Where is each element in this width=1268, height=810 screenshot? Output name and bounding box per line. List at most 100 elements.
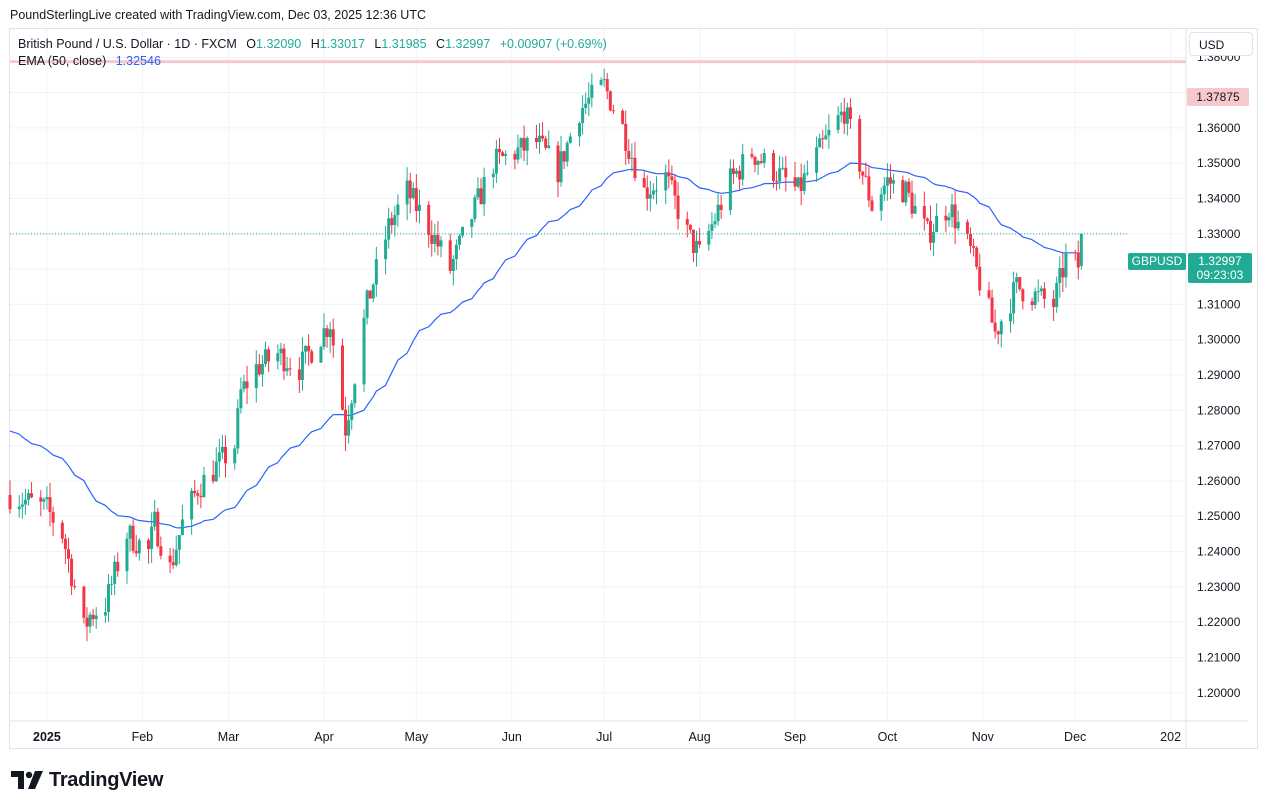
candle-body bbox=[864, 175, 868, 177]
candle-up bbox=[174, 535, 178, 567]
candle-down bbox=[211, 460, 215, 484]
candle-body bbox=[965, 221, 969, 234]
candle-down bbox=[414, 174, 418, 223]
tradingview-logo[interactable]: TradingView bbox=[11, 768, 163, 792]
candle-body bbox=[642, 177, 646, 188]
candle-body bbox=[845, 107, 849, 124]
candle-up bbox=[590, 73, 594, 108]
candle-body bbox=[667, 172, 671, 177]
x-tick-label: Jun bbox=[502, 730, 522, 744]
candle-body bbox=[473, 197, 477, 220]
currency-button[interactable]: USD bbox=[1189, 32, 1253, 56]
candle-body bbox=[91, 614, 95, 620]
candle-body bbox=[384, 239, 388, 260]
candle-up bbox=[470, 218, 474, 238]
candle-body bbox=[738, 170, 742, 180]
candle-body bbox=[695, 240, 699, 253]
candle-body bbox=[544, 138, 548, 148]
candle-up bbox=[103, 597, 107, 623]
candle-down bbox=[907, 178, 911, 198]
candle-body bbox=[608, 91, 612, 111]
candle-down bbox=[1061, 252, 1065, 293]
candle-down bbox=[497, 137, 501, 164]
candle-down bbox=[257, 353, 261, 377]
candle-body bbox=[815, 147, 819, 173]
chart-frame[interactable] bbox=[9, 28, 1258, 749]
candle-body bbox=[879, 194, 883, 211]
candle-down bbox=[63, 533, 67, 565]
candle-down bbox=[775, 171, 779, 191]
x-tick-label: Nov bbox=[972, 730, 995, 744]
candle-body bbox=[30, 493, 34, 498]
candle-down bbox=[858, 115, 862, 179]
candle-up bbox=[405, 167, 409, 221]
tradingview-logo-text: TradingView bbox=[49, 768, 164, 791]
candle-up bbox=[1079, 233, 1083, 270]
candle-up bbox=[177, 535, 181, 565]
x-tick-label: Aug bbox=[688, 730, 710, 744]
candle-up bbox=[439, 236, 443, 258]
candle-body bbox=[901, 180, 905, 203]
candle-body bbox=[264, 349, 268, 364]
candle-down bbox=[171, 548, 175, 569]
candle-body bbox=[147, 540, 151, 549]
candle-body bbox=[516, 147, 520, 160]
candle-body bbox=[82, 586, 86, 618]
candle-body bbox=[698, 240, 702, 245]
candle-body bbox=[688, 224, 692, 230]
y-tick-label: 1.23000 bbox=[1197, 580, 1241, 594]
candle-up bbox=[935, 203, 939, 233]
candle-body bbox=[978, 266, 982, 291]
candle-body bbox=[353, 384, 357, 404]
candle-up bbox=[519, 137, 523, 159]
candle-down bbox=[116, 552, 120, 577]
candle-body bbox=[107, 584, 111, 613]
candle-down bbox=[1073, 249, 1077, 261]
candle-up bbox=[233, 444, 237, 470]
y-tick-label: 1.33000 bbox=[1197, 227, 1241, 241]
candle-body bbox=[1030, 301, 1034, 306]
candle-up bbox=[23, 488, 27, 515]
candle-body bbox=[1012, 282, 1016, 314]
candle-down bbox=[91, 608, 95, 626]
candle-body bbox=[322, 328, 326, 347]
candle-up bbox=[845, 102, 849, 136]
candle-up bbox=[735, 168, 739, 178]
candle-body bbox=[645, 187, 649, 199]
candle-down bbox=[1021, 288, 1025, 310]
candle-body bbox=[368, 290, 372, 299]
candle-up bbox=[882, 177, 886, 202]
candle-body bbox=[390, 218, 394, 226]
candle-down bbox=[608, 90, 612, 112]
candle-body bbox=[328, 329, 332, 337]
candle-body bbox=[993, 322, 997, 332]
candle-body bbox=[627, 151, 631, 159]
candle-down bbox=[848, 98, 852, 129]
candle-up bbox=[285, 356, 289, 376]
candle-body bbox=[42, 499, 46, 502]
candle-body bbox=[260, 363, 264, 375]
candle-body bbox=[728, 168, 732, 210]
candle-up bbox=[664, 164, 668, 205]
legend-high-label: H bbox=[310, 37, 320, 51]
candle-body bbox=[125, 538, 129, 572]
x-tick-label: Feb bbox=[132, 730, 154, 744]
candle-body bbox=[168, 555, 172, 563]
ema-50-line bbox=[9, 162, 1082, 529]
candle-body bbox=[131, 525, 135, 551]
candle-up bbox=[26, 489, 30, 506]
x-tick-label: Mar bbox=[218, 730, 240, 744]
candle-down bbox=[85, 607, 89, 642]
legend-open: 1.32090 bbox=[256, 37, 302, 51]
candle-down bbox=[73, 579, 77, 590]
candle-body bbox=[824, 135, 828, 140]
candle-up bbox=[1009, 298, 1013, 333]
candle-body bbox=[719, 204, 723, 210]
candle-body bbox=[621, 110, 625, 124]
candle-up bbox=[762, 148, 766, 168]
candle-up bbox=[525, 136, 529, 166]
candle-up bbox=[17, 495, 21, 518]
candle-body bbox=[1055, 282, 1059, 308]
candle-body bbox=[405, 180, 409, 205]
